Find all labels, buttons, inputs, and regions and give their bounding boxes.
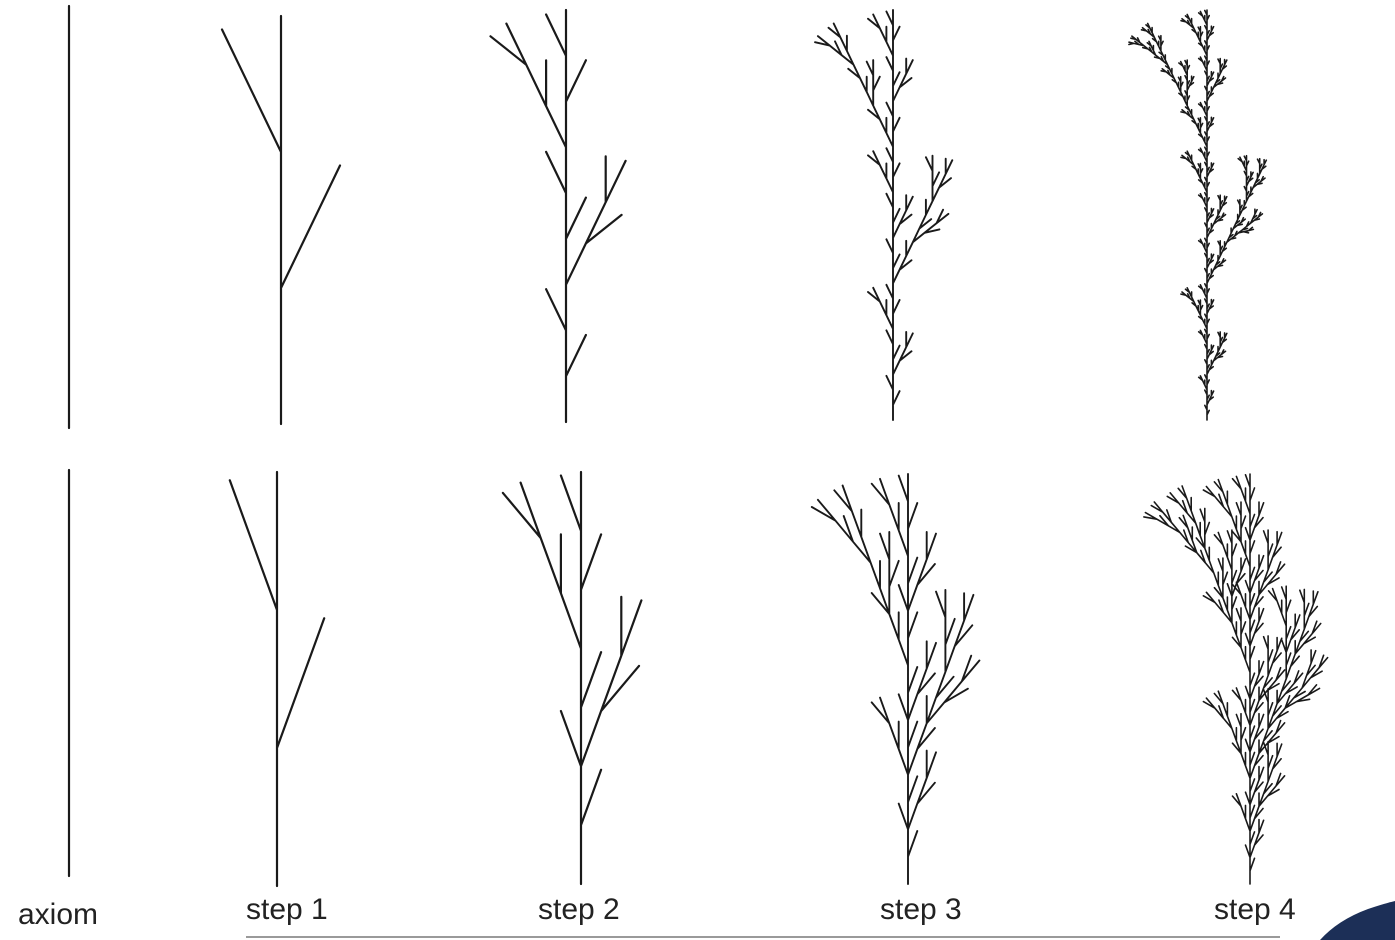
label-axiom: axiom xyxy=(18,898,99,931)
top-row-step4-branches xyxy=(1128,9,1268,421)
top-row-step4-plant xyxy=(1128,9,1268,421)
plants-canvas xyxy=(67,4,1329,888)
baseline-rule xyxy=(246,936,1280,938)
corner-shape xyxy=(1320,901,1395,940)
bottom-row-step4-plant xyxy=(1143,473,1329,885)
top-row-step1-branches xyxy=(220,14,342,426)
top-row-step2-branches xyxy=(489,8,627,424)
label-step-2: step 2 xyxy=(538,893,620,926)
top-row-step2-plant xyxy=(489,8,627,424)
bottom-row-step3-plant xyxy=(810,473,981,885)
label-step-4: step 4 xyxy=(1214,893,1296,926)
bottom-row-step3-branches xyxy=(810,473,981,885)
bottom-row-step1-branches xyxy=(228,470,326,888)
top-row-step3-plant xyxy=(814,9,954,421)
label-step-3: step 3 xyxy=(880,893,962,926)
bottom-row-step2-plant xyxy=(501,470,643,886)
label-step-1: step 1 xyxy=(246,893,328,926)
bottom-row-step4-branches xyxy=(1143,473,1329,885)
bottom-row-step2-branches xyxy=(501,470,643,886)
top-row-step1-plant xyxy=(220,14,342,426)
bottom-row-step1-plant xyxy=(228,470,326,888)
top-row-step3-branches xyxy=(814,9,954,421)
